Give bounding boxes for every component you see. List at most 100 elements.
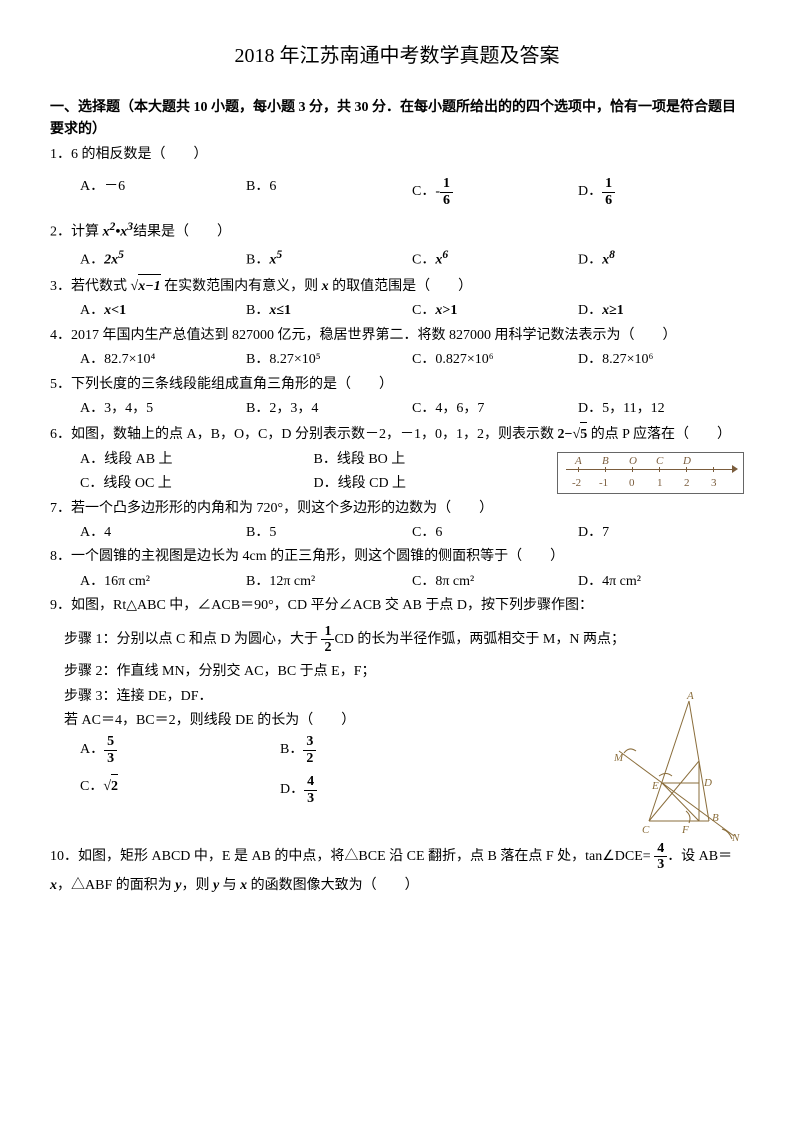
question-9-line1: 9．如图，Rt△ABC 中，∠ACB＝90°，CD 平分∠ACB 交 AB 于点… — [50, 595, 744, 617]
q10-x: x — [50, 878, 57, 893]
q4-opt-d: D．8.27×10⁶ — [578, 349, 744, 371]
q2-opt-c: C．x6 — [412, 246, 578, 272]
q5-options: A．3，4，5 B．2，3，4 C．4，6，7 D．5，11，12 — [50, 398, 744, 420]
q3-prefix: 3．若代数式 — [50, 279, 131, 294]
q3-opt-c: C．x>1 — [412, 300, 578, 322]
q9-options: A．53 B．32 C．√2 D．43 — [50, 734, 480, 808]
q6-opt-b: B．线段 BO 上 — [314, 449, 548, 471]
q2-opt-b: B．x5 — [246, 246, 412, 272]
q9-s1-den: 2 — [321, 640, 334, 655]
question-2: 2．计算 x2•x3结果是（ ） — [50, 218, 744, 244]
nl-2: 2 — [684, 475, 690, 493]
section-1-header: 一、选择题（本大题共 10 小题，每小题 3 分，共 30 分．在每小题所给出的… — [50, 97, 744, 142]
q3-opt-b: B．x≤1 — [246, 300, 412, 322]
nl-3: 3 — [711, 475, 717, 493]
question-4: 4．2017 年国内生产总值达到 827000 亿元，稳居世界第二．将数 827… — [50, 325, 744, 347]
q3d-pre: D． — [578, 303, 602, 318]
q2a-exp: 5 — [118, 248, 124, 261]
q6-suffix: 的点 P 应落在（ ） — [587, 427, 731, 442]
q1-c-prefix: C． — [412, 184, 435, 199]
q9d-den: 3 — [304, 791, 317, 806]
q9c-pre: C． — [80, 779, 103, 794]
nl-1: 1 — [657, 475, 663, 493]
nl-O: O — [629, 453, 637, 471]
q3b-pre: B． — [246, 303, 269, 318]
q4-opt-a: A．82.7×10⁴ — [80, 349, 246, 371]
q9-s1-suf: CD 的长为半径作弧，两弧相交于 M，N 两点； — [334, 632, 625, 647]
q3a-pre: A． — [80, 303, 104, 318]
geometry-figure: A M E D C F B N — [614, 691, 744, 841]
q8-opt-b: B．12π cm² — [246, 571, 412, 593]
q1-opt-d: D．16 — [578, 176, 744, 208]
fig-A: A — [686, 691, 694, 702]
q3-options: A．x<1 B．x≤1 C．x>1 D．x≥1 — [50, 300, 744, 322]
q9d-pre: D． — [280, 782, 304, 797]
q7-options: A．4 B．5 C．6 D．7 — [50, 522, 744, 544]
nl-0: 0 — [629, 475, 635, 493]
q2b-pre: B． — [246, 253, 269, 268]
q9b-pre: B． — [280, 743, 303, 758]
q9-opt-b: B．32 — [280, 734, 480, 772]
q1-opt-b: B．6 — [246, 176, 412, 208]
q2c-pre: C． — [412, 253, 435, 268]
q7-opt-d: D．7 — [578, 522, 744, 544]
q1-c-den: 6 — [440, 193, 453, 208]
q3-opt-a: A．x<1 — [80, 300, 246, 322]
q1-d-den: 6 — [602, 193, 615, 208]
nl-n1: -1 — [599, 475, 608, 493]
nl-D: D — [683, 453, 691, 471]
question-8: 8．一个圆锥的主视图是边长为 4cm 的正三角形，则这个圆锥的侧面积等于（ ） — [50, 546, 744, 568]
q10-pre: 10．如图，矩形 ABCD 中，E 是 AB 的中点，将△BCE 沿 CE 翻折… — [50, 849, 654, 864]
q3d-rest: ≥1 — [609, 303, 624, 318]
q9-opt-a: A．53 — [80, 734, 280, 766]
question-7: 7．若一个凸多边形形的内角和为 720°，则这个多边形的边数为（ ） — [50, 498, 550, 520]
q10-mid2: ，△ABF 的面积为 — [57, 878, 175, 893]
nl-C: C — [656, 453, 663, 471]
q1-d-prefix: D． — [578, 184, 602, 199]
q6-sqrt-sym: √ — [573, 427, 581, 442]
fig-E: E — [651, 780, 659, 792]
q9-opt-d: D．43 — [280, 774, 480, 806]
number-line-figure: A B O C D -2 -1 0 1 2 3 — [557, 452, 744, 494]
q3-middle: 在实数范围内有意义，则 — [161, 279, 322, 294]
q2d-pre: D． — [578, 253, 602, 268]
q9a-pre: A． — [80, 743, 104, 758]
nl-A: A — [575, 453, 582, 471]
q3-xvar: x — [322, 279, 329, 294]
fig-M: M — [614, 752, 624, 764]
q2a-expr: 2x — [104, 253, 118, 268]
q1-c-num: 1 — [440, 176, 453, 192]
q3c-rest: >1 — [442, 303, 457, 318]
q9d-num: 4 — [304, 774, 317, 790]
q3-opt-d: D．x≥1 — [578, 300, 744, 322]
q9-s1-pre: 步骤 1：分别以点 C 和点 D 为圆心，大于 — [50, 632, 321, 647]
q9-s1-num: 1 — [321, 624, 334, 640]
q10-num: 4 — [654, 841, 667, 857]
question-9-step1: 步骤 1：分别以点 C 和点 D 为圆心，大于 12CD 的长为半径作弧，两弧相… — [50, 624, 744, 656]
question-3: 3．若代数式 √x−1 在实数范围内有意义，则 x 的取值范围是（ ） — [50, 274, 744, 298]
q3a-rest: <1 — [111, 303, 126, 318]
q4-options: A．82.7×10⁴ B．8.27×10⁵ C．0.827×10⁶ D．8.27… — [50, 349, 744, 371]
q2-x2: x — [103, 225, 110, 240]
fig-D: D — [703, 777, 712, 789]
q6-opt-d: D．线段 CD 上 — [314, 473, 548, 495]
q2-prefix: 2．计算 — [50, 225, 103, 240]
q3b-rest: ≤1 — [276, 303, 291, 318]
fig-B: B — [712, 812, 719, 824]
q4-opt-b: B．8.27×10⁵ — [246, 349, 412, 371]
q2a-pre: A． — [80, 253, 104, 268]
q10-mid: ．设 AB＝ — [667, 849, 732, 864]
q3c-pre: C． — [412, 303, 435, 318]
q6-prefix: 6．如图，数轴上的点 A，B，O，C，D 分别表示数－2，－1，0，1，2，则表… — [50, 427, 558, 442]
q10-suffix: 的函数图像大致为（ ） — [247, 878, 419, 893]
fig-N: N — [731, 832, 740, 841]
q2c-exp: 6 — [442, 248, 448, 261]
q9a-den: 3 — [104, 751, 117, 766]
q2b-exp: 5 — [276, 248, 282, 261]
q5-opt-c: C．4，6，7 — [412, 398, 578, 420]
q6-opt-a: A．线段 AB 上 — [80, 449, 314, 471]
q9a-num: 5 — [104, 734, 117, 750]
q3-suffix: 的取值范围是（ ） — [329, 279, 473, 294]
q8-opt-c: C．8π cm² — [412, 571, 578, 593]
q2-opt-a: A．2x5 — [80, 246, 246, 272]
